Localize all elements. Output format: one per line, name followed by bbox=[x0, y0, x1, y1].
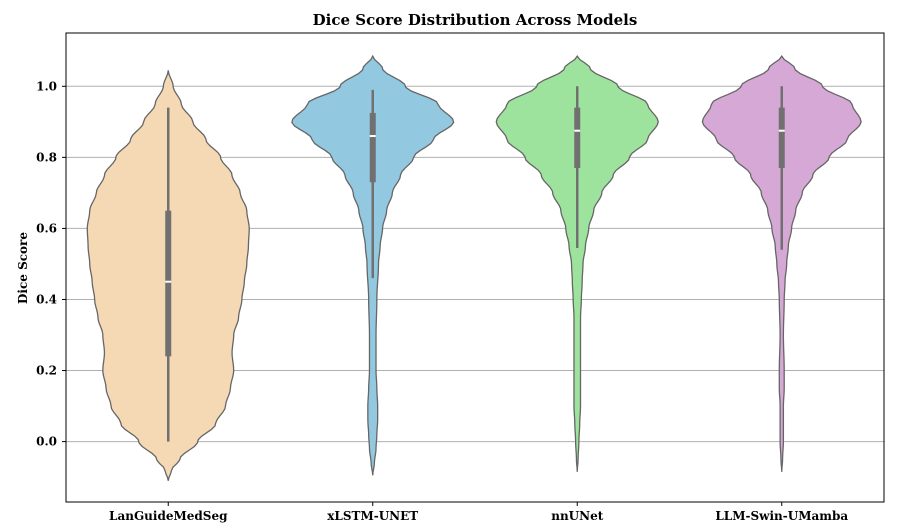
violins bbox=[86, 54, 862, 481]
y-axis-ticks: 0.0 0.2 0.4 0.6 0.8 1.0 bbox=[36, 79, 66, 449]
x-axis-ticks: LanGuideMedSeg xLSTM-UNET nnUNet LLM-Swin-U… bbox=[109, 502, 848, 523]
violin-group bbox=[86, 70, 250, 481]
violin-median bbox=[778, 129, 785, 132]
y-axis-label: Dice Score bbox=[16, 232, 30, 304]
violin-median bbox=[369, 135, 376, 138]
y-tick-label: 1.0 bbox=[36, 79, 57, 93]
violin-iqr-box bbox=[574, 107, 581, 169]
y-tick-label: 0.4 bbox=[36, 292, 57, 306]
violin-median bbox=[574, 129, 581, 132]
x-tick-label: nnUNet bbox=[551, 509, 604, 523]
violin-iqr-box bbox=[165, 210, 172, 357]
violin-iqr-box bbox=[369, 112, 376, 183]
violin-median bbox=[165, 280, 172, 283]
violin-body bbox=[701, 54, 862, 472]
y-tick-label: 0.2 bbox=[36, 364, 57, 378]
x-tick-label: LanGuideMedSeg bbox=[109, 509, 228, 523]
plot-frame bbox=[65, 32, 885, 503]
violin-body bbox=[495, 54, 659, 472]
y-tick-label: 0.0 bbox=[36, 435, 57, 449]
violin-iqr-box bbox=[778, 107, 785, 169]
violin-group bbox=[495, 54, 659, 472]
violin-group bbox=[291, 54, 455, 476]
chart-title: Dice Score Distribution Across Models bbox=[313, 11, 638, 29]
x-tick-label: xLSTM-UNET bbox=[327, 509, 418, 523]
x-tick-label: LLM-Swin-UMamba bbox=[715, 509, 848, 523]
violin-group bbox=[701, 54, 862, 472]
y-tick-label: 0.8 bbox=[36, 150, 57, 164]
y-tick-label: 0.6 bbox=[36, 221, 57, 235]
